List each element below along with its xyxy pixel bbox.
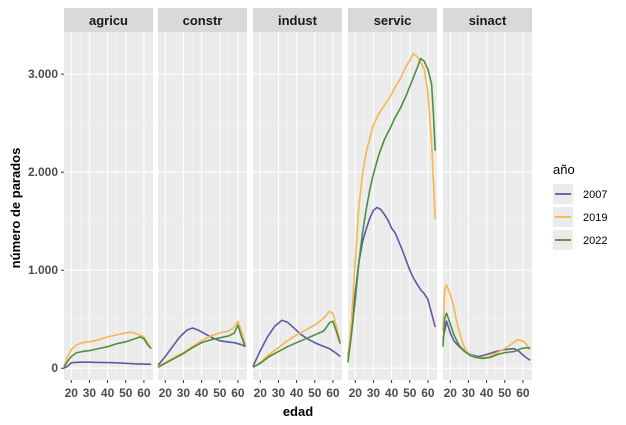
x-tick-label: 40 [195,386,209,400]
x-tick-label: 60 [421,386,435,400]
panel-background-servic [348,32,437,380]
x-tick-label: 20 [159,386,173,400]
legend-label-2007: 2007 [583,189,607,201]
series-line-2007-constr [157,327,246,366]
legend-label-2022: 2022 [583,235,607,247]
series-line-2007-servic [347,206,436,357]
y-tick-label: 2.000 [28,165,58,179]
series-line-2022-sinact [442,312,531,360]
strip-label-sinact: sinact [469,13,507,28]
series-line-2022-servic [347,57,436,363]
x-tick-label: 20 [254,386,268,400]
series-line-2022-agricu [63,336,152,368]
y-tick-label: 1.000 [28,263,58,277]
panel-background-agricu [64,32,153,380]
x-tick-label: 60 [231,386,245,400]
x-tick-label: 40 [290,386,304,400]
x-tick-label: 30 [83,386,97,400]
x-tick-label: 40 [385,386,399,400]
x-tick-label: 50 [119,386,133,400]
x-tick-label: 20 [65,386,79,400]
series-line-2022-indust [252,320,341,369]
x-tick-label: 50 [498,386,512,400]
x-tick-label: 40 [480,386,494,400]
strip-sinact [443,8,532,32]
strip-label-indust: indust [278,13,318,28]
series-line-2019-indust [252,310,341,368]
strip-label-servic: servic [374,13,412,28]
x-tick-label: 30 [272,386,286,400]
strip-servic [348,8,437,32]
x-axis-title: edad [283,404,313,419]
x-tick-label: 20 [444,386,458,400]
x-tick-label: 40 [101,386,115,400]
x-tick-label: 50 [308,386,322,400]
y-axis-title: número de parados [8,148,23,269]
strip-label-agricu: agricu [89,13,128,28]
legend-label-2019: 2019 [583,212,607,224]
x-tick-label: 20 [349,386,363,400]
legend-title: año [553,162,575,177]
panel-background-indust [253,32,342,380]
y-tick-label: 3.000 [28,67,58,81]
series-line-2022-constr [157,324,246,369]
x-tick-label: 60 [326,386,340,400]
x-tick-label: 50 [213,386,227,400]
x-tick-label: 60 [516,386,530,400]
strip-indust [253,8,342,32]
strip-agricu [64,8,153,32]
series-line-2007-indust [252,319,341,367]
x-tick-label: 30 [367,386,381,400]
strip-label-constr: constr [183,13,223,28]
panel-background-sinact [443,32,532,380]
x-tick-label: 60 [137,386,151,400]
strip-constr [158,8,247,32]
x-tick-label: 30 [177,386,191,400]
x-tick-label: 50 [403,386,417,400]
series-line-2007-agricu [63,361,152,369]
series-line-2019-servic [347,52,436,361]
series-line-2019-agricu [63,331,152,367]
x-tick-label: 30 [462,386,476,400]
y-tick-label: 0 [51,361,58,375]
panel-background-constr [158,32,247,380]
